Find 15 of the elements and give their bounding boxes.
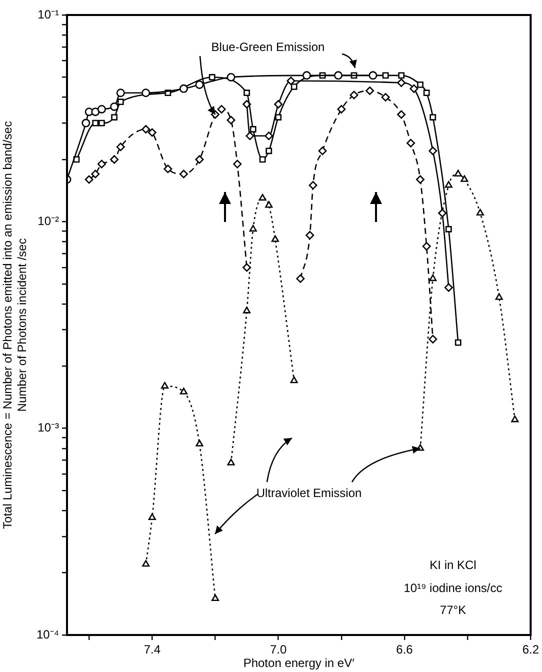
y-tick-label: 10⁻³ <box>38 420 60 435</box>
annotation: 10¹⁹ iodine ions/cc <box>404 581 502 595</box>
x-tick-label: 6.6 <box>396 642 414 657</box>
y-tick-label: 10⁻⁴ <box>36 627 59 642</box>
annotation: Blue-Green Emission <box>211 40 325 54</box>
x-tick-label: 6.2 <box>522 642 540 657</box>
x-tick-label: 7.0 <box>270 642 287 657</box>
annotation: 77°K <box>440 603 466 617</box>
annotation: Ultraviolet Emission <box>256 486 362 500</box>
x-axis-title: Photon energy in eV′ <box>243 656 356 670</box>
y-tick-label: 10⁻² <box>38 214 60 228</box>
x-tick-label: 7.4 <box>144 642 161 657</box>
y-axis-title: Total Luminescence = Number of Photons emitted into an emission band/sec Number of Photons incident /sec <box>0 121 29 529</box>
annotation: KI in KCl <box>430 558 476 572</box>
y-tick-label: 10⁻¹ <box>38 7 60 22</box>
